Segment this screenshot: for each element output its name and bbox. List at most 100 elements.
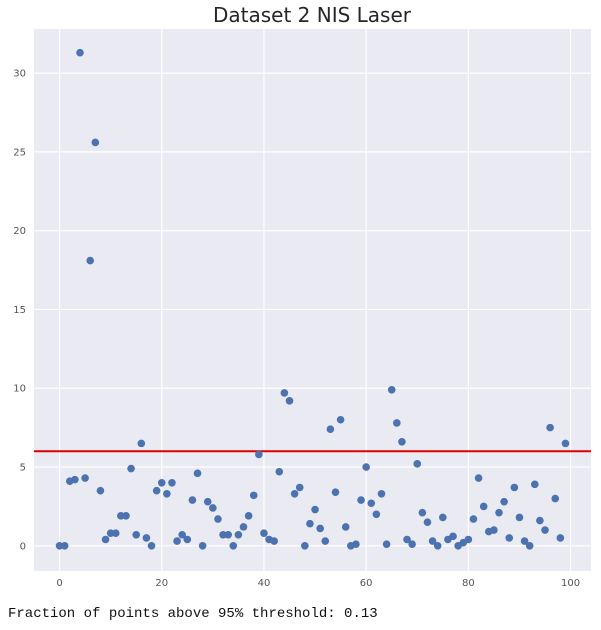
x-tick-label: 60 xyxy=(360,578,373,589)
data-point xyxy=(530,480,539,489)
x-tick-label: 20 xyxy=(155,578,168,589)
data-point xyxy=(127,464,135,473)
data-point xyxy=(510,483,519,492)
data-point xyxy=(311,505,319,514)
data-point xyxy=(137,439,146,448)
data-point xyxy=(541,526,549,534)
data-point xyxy=(382,540,391,549)
data-point xyxy=(413,460,422,468)
y-tick-label: 10 xyxy=(13,384,26,395)
data-point xyxy=(474,474,483,482)
data-point xyxy=(525,541,534,550)
data-point xyxy=(173,537,181,545)
data-point xyxy=(362,463,370,471)
data-point xyxy=(326,425,335,433)
data-point xyxy=(60,541,69,550)
data-point xyxy=(295,483,304,492)
data-point xyxy=(229,541,238,550)
data-point xyxy=(306,519,314,528)
data-point xyxy=(398,438,406,446)
data-point xyxy=(316,524,324,533)
data-point xyxy=(387,386,396,394)
data-point xyxy=(352,540,360,549)
y-tick-label: 20 xyxy=(13,226,26,237)
chart-title: Dataset 2 NIS Laser xyxy=(213,3,412,27)
data-point xyxy=(479,502,488,511)
scatter-chart: 0 20 40 60 80 100 0 5 10 15 20 25 30 Dataset 2 NIS … xyxy=(13,3,591,589)
data-point xyxy=(439,513,447,522)
data-point xyxy=(418,508,427,517)
y-tick-label: 15 xyxy=(13,305,26,316)
data-point xyxy=(408,540,416,549)
data-point xyxy=(505,534,514,542)
data-point xyxy=(163,489,171,498)
data-point xyxy=(91,138,100,147)
data-point xyxy=(551,494,560,503)
data-point xyxy=(239,523,248,531)
y-tick-label: 25 xyxy=(13,147,26,158)
y-tick-label: 0 xyxy=(20,541,26,552)
y-tick-label: 30 xyxy=(13,69,26,80)
data-point xyxy=(168,478,176,487)
data-point xyxy=(86,256,95,265)
data-point xyxy=(321,537,330,545)
x-tick-label: 0 xyxy=(56,578,62,589)
data-point xyxy=(515,513,524,522)
data-point xyxy=(71,475,79,484)
data-point xyxy=(464,535,473,544)
data-point xyxy=(193,469,202,478)
data-point xyxy=(183,535,192,544)
data-point xyxy=(255,450,263,459)
data-points xyxy=(55,48,570,550)
data-point xyxy=(249,491,258,500)
grid-lines xyxy=(34,29,591,571)
data-point xyxy=(81,474,89,482)
data-point xyxy=(157,478,166,487)
data-point xyxy=(76,48,84,57)
data-point xyxy=(367,499,376,508)
data-point xyxy=(331,488,340,497)
data-point xyxy=(449,532,457,541)
data-point xyxy=(423,518,432,526)
x-tick-label: 80 xyxy=(462,578,475,589)
data-point xyxy=(536,516,544,525)
data-point xyxy=(147,541,156,550)
data-point xyxy=(290,489,299,498)
data-point xyxy=(270,537,278,545)
data-point xyxy=(495,508,503,517)
data-point xyxy=(101,535,110,544)
data-point xyxy=(132,530,141,539)
threshold-fraction-caption: Fraction of points above 95% threshold: … xyxy=(8,606,378,622)
x-tick-label: 40 xyxy=(258,578,271,589)
data-point xyxy=(244,512,253,520)
data-point xyxy=(556,534,565,542)
data-point xyxy=(198,541,207,550)
data-point xyxy=(142,534,151,542)
data-point xyxy=(96,486,105,495)
data-point xyxy=(428,537,437,545)
data-point xyxy=(393,419,401,427)
data-point xyxy=(224,530,232,539)
data-point xyxy=(490,526,498,534)
data-point xyxy=(520,537,529,545)
data-point xyxy=(372,510,381,519)
data-point xyxy=(285,397,294,405)
data-point xyxy=(341,523,350,531)
data-point xyxy=(203,497,212,506)
data-point xyxy=(188,496,197,504)
plot-area xyxy=(34,29,591,571)
data-point xyxy=(214,515,222,523)
data-point xyxy=(561,439,570,448)
data-point xyxy=(152,486,161,495)
data-point xyxy=(433,541,442,550)
data-point xyxy=(403,535,411,544)
data-point xyxy=(357,496,365,504)
data-point xyxy=(546,423,554,432)
data-point xyxy=(260,529,268,537)
x-tick-label: 100 xyxy=(561,578,580,589)
data-point xyxy=(275,467,284,476)
x-axis-ticks: 0 20 40 60 80 100 xyxy=(56,578,580,589)
data-point xyxy=(209,504,217,512)
data-point xyxy=(111,529,120,537)
data-point xyxy=(336,415,345,424)
